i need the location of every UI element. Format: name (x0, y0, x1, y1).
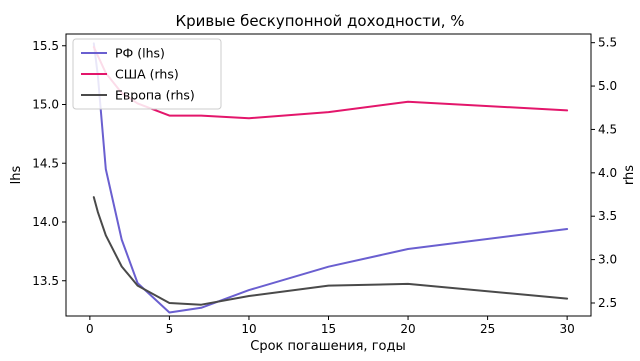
series-line-0 (92, 42, 569, 314)
y-right-tick-label: 3.5 (598, 209, 617, 223)
y-right-tick-label: 4.0 (598, 166, 617, 180)
legend-label: РФ (lhs) (115, 46, 165, 61)
y-left-tick-label: 15.5 (32, 39, 59, 53)
y-axis-right-label: rhs (622, 165, 637, 185)
x-tick-label: 10 (241, 322, 256, 336)
x-tick-label: 20 (400, 322, 415, 336)
legend-box (72, 38, 222, 110)
y-right-tick-label: 3.0 (598, 253, 617, 267)
legend-label: Европа (rhs) (115, 88, 195, 103)
y-right-tick-label: 5.0 (598, 79, 617, 93)
x-axis: 0 5 10 15 20 25 30 (86, 316, 575, 336)
x-tick-label: 30 (559, 322, 574, 336)
y-left-tick-label: 13.5 (32, 274, 59, 288)
y-right-tick-label: 5.5 (598, 36, 617, 50)
y-left-tick-label: 14.0 (32, 215, 59, 229)
x-tick-label: 0 (86, 322, 94, 336)
x-axis-label: Срок погашения, годы (250, 339, 405, 354)
chart-title: Кривые бескупонной доходности, % (175, 12, 464, 30)
y-right-tick-label: 4.5 (598, 122, 617, 136)
series-line-2 (92, 196, 569, 306)
legend-label: США (rhs) (115, 67, 179, 82)
x-tick-label: 15 (321, 322, 336, 336)
y-axis-left-label: lhs (9, 165, 24, 184)
y-axis-left: 13.5 14.0 14.5 15.0 15.5 (32, 39, 66, 288)
x-tick-label: 5 (166, 322, 174, 336)
y-left-tick-label: 14.5 (32, 156, 59, 170)
y-left-tick-label: 15.0 (32, 98, 59, 112)
legend: РФ (lhs) США (rhs) Европа (rhs) (72, 38, 222, 110)
x-tick-label: 25 (480, 322, 495, 336)
y-right-tick-label: 2.5 (598, 296, 617, 310)
y-axis-right: 2.5 3.0 3.5 4.0 4.5 5.0 5.5 (591, 36, 617, 310)
